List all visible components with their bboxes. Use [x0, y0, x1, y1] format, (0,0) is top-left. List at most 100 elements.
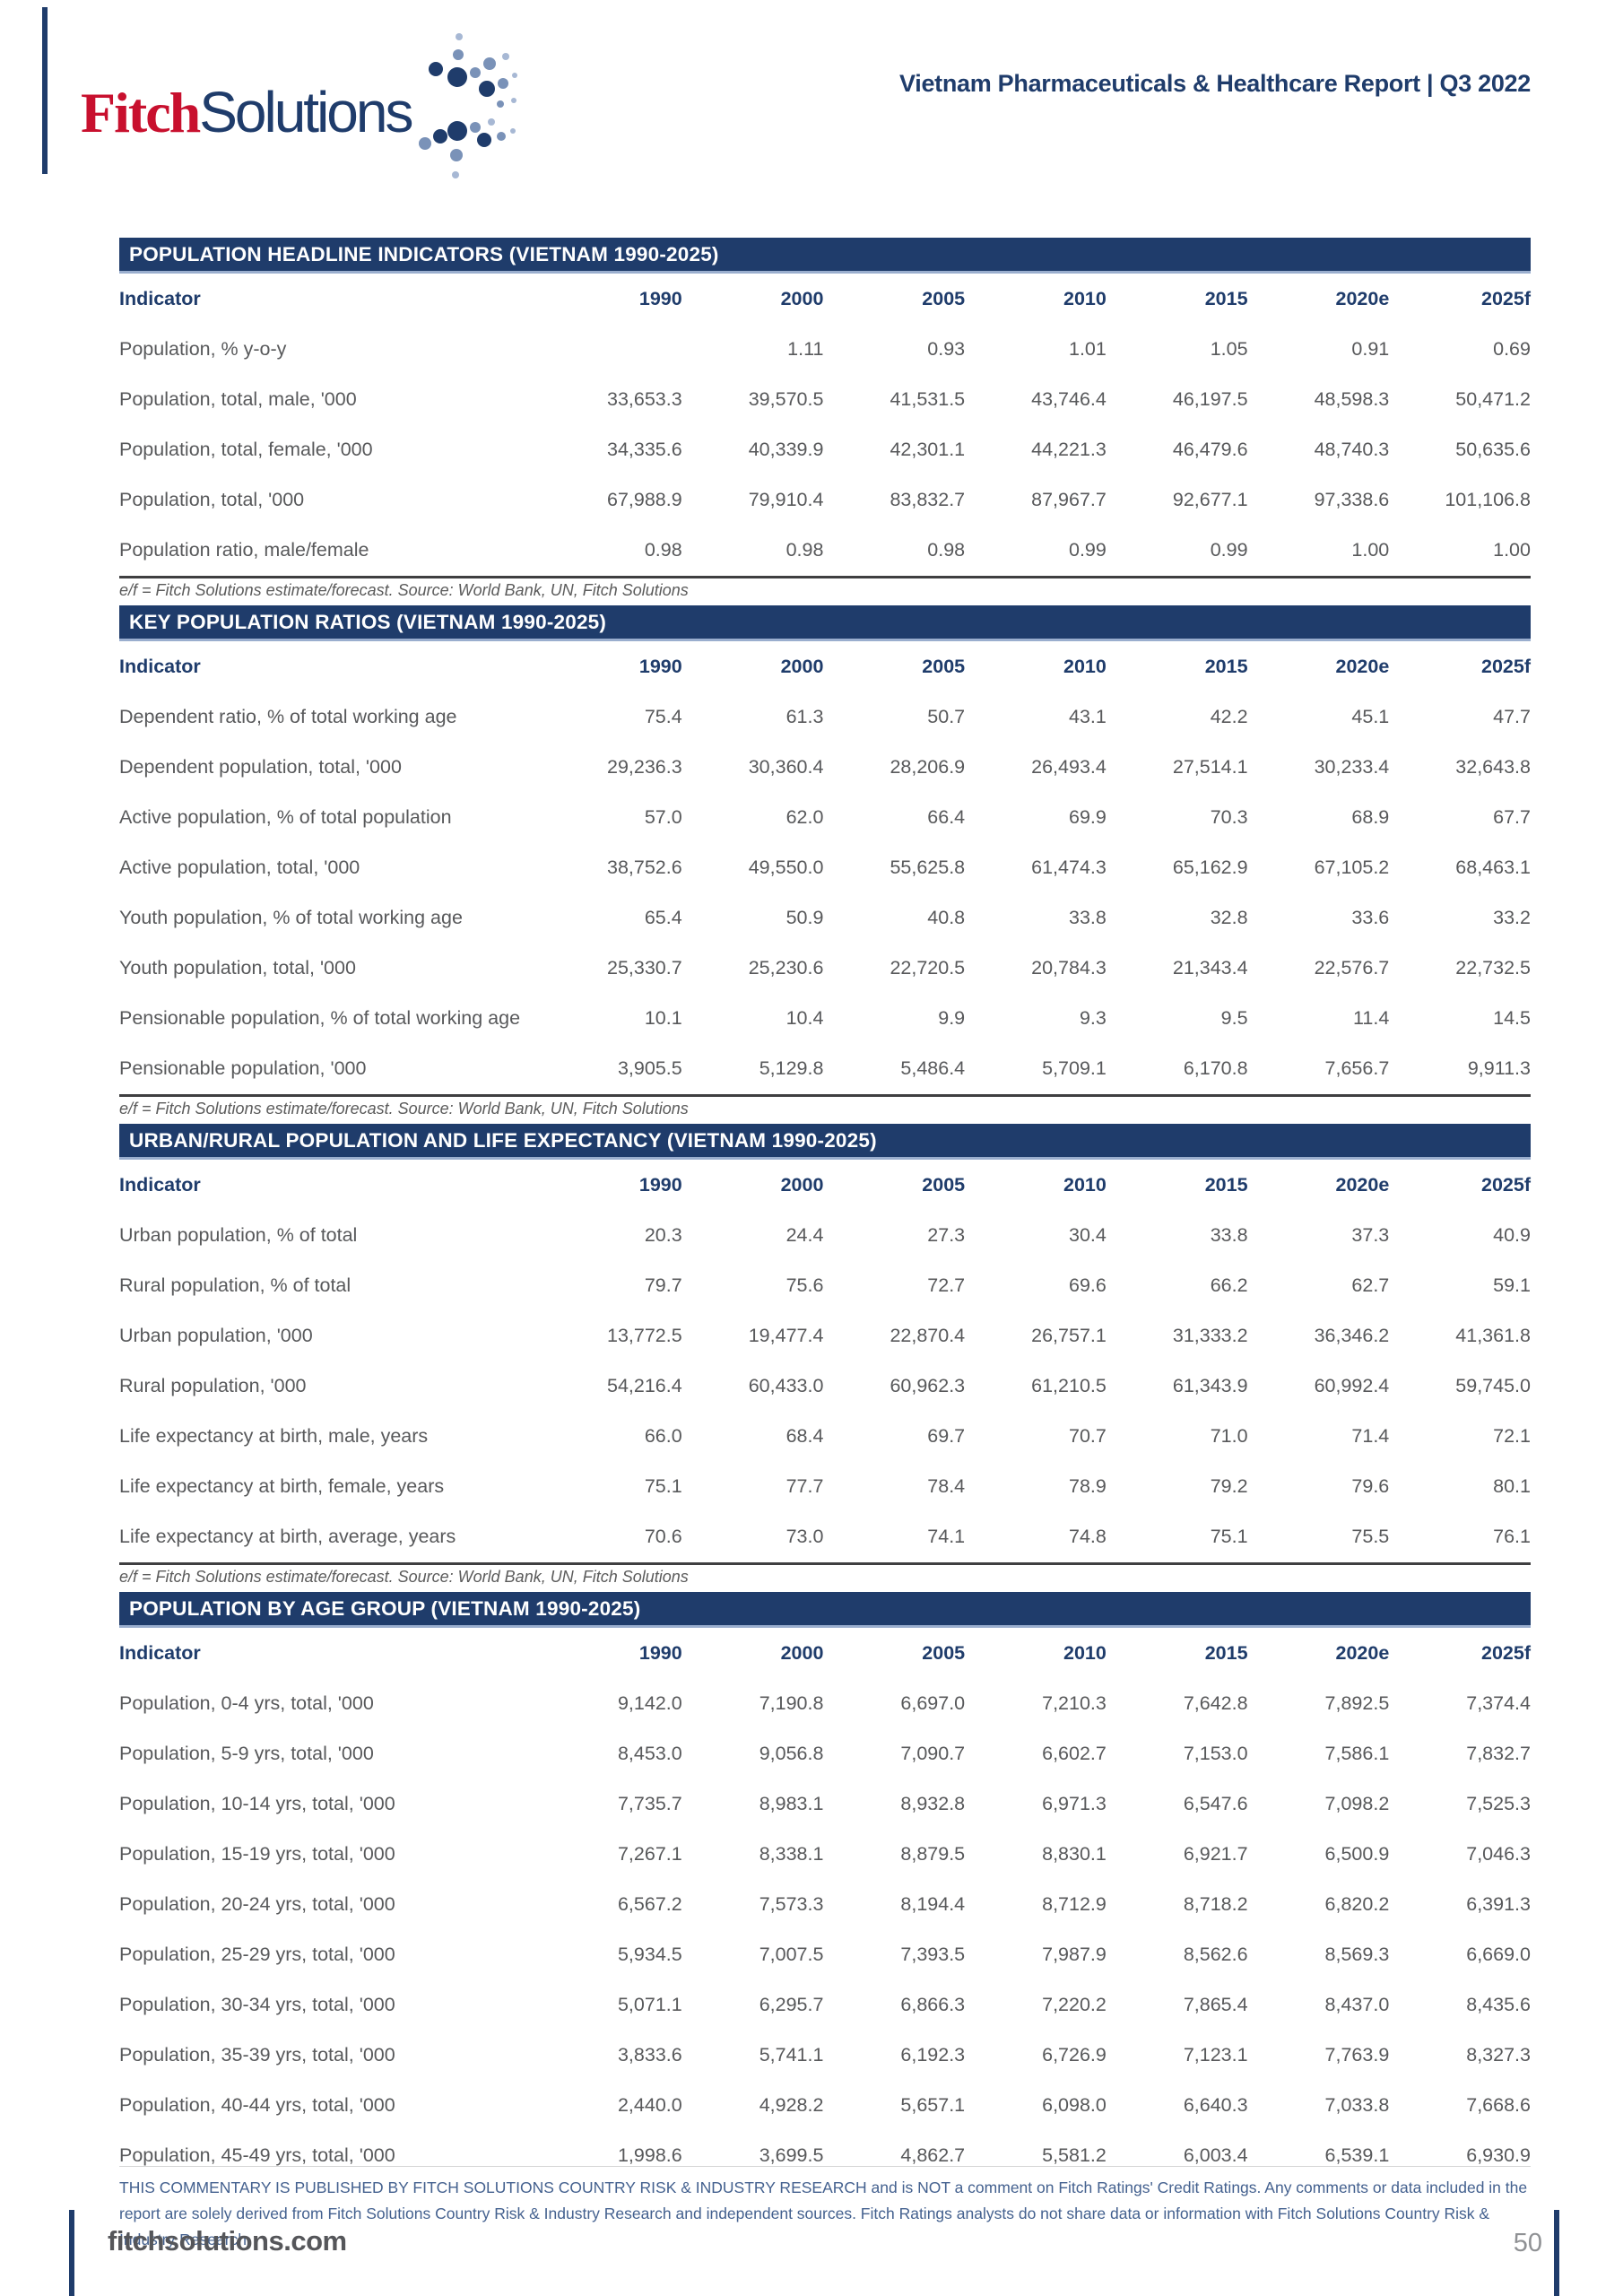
row-value: 0.98: [927, 538, 966, 561]
row-label: Population, 30-34 yrs, total, '000: [119, 1993, 395, 2015]
row-value: 7,892.5: [1324, 1692, 1390, 1714]
row-value: 0.99: [1210, 538, 1248, 561]
column-header: Indicator: [119, 1641, 201, 1664]
column-header: 2010: [1063, 1173, 1107, 1196]
row-value: 8,932.8: [900, 1792, 966, 1814]
row-value: 9,911.3: [1467, 1057, 1531, 1079]
page-footer: THIS COMMENTARY IS PUBLISHED BY FITCH SO…: [0, 2166, 1623, 2296]
row-value: 33.8: [1210, 1223, 1248, 1246]
row-value: 7,668.6: [1466, 2093, 1531, 2116]
row-label: Life expectancy at birth, male, years: [119, 1424, 429, 1447]
row-value: 2,440.0: [617, 2093, 682, 2116]
table-title-bar: URBAN/RURAL POPULATION AND LIFE EXPECTAN…: [119, 1124, 1531, 1160]
row-value: 29,236.3: [607, 755, 682, 778]
column-header: 2020e: [1335, 655, 1390, 677]
row-value: 42,301.1: [890, 438, 966, 460]
row-value: 22,732.5: [1455, 956, 1531, 978]
row-value: 7,374.4: [1466, 1692, 1531, 1714]
table-row: Urban population, % of total 20.3 24.4 27.3…: [119, 1210, 1531, 1260]
table-row: Rural population, % of total 79.7 75.6 72.7…: [119, 1260, 1531, 1310]
row-value: 69.6: [1068, 1274, 1107, 1296]
row-value: 32.8: [1210, 906, 1248, 928]
table-row: Population, 5-9 yrs, total, '000 8,453.0 9…: [119, 1728, 1531, 1779]
table-row: Active population, total, '000 38,752.6 49…: [119, 842, 1531, 892]
column-header: 1990: [638, 287, 682, 309]
table-row: Population, 20-24 yrs, total, '000 6,567.…: [119, 1879, 1531, 1929]
row-value: 68,463.1: [1455, 856, 1531, 878]
row-value: 5,071.1: [617, 1993, 682, 2015]
logo-solutions-text: Solutions: [199, 79, 413, 144]
row-label: Dependent ratio, % of total working age: [119, 705, 457, 727]
row-value: 7,046.3: [1466, 1842, 1531, 1865]
row-label: Active population, % of total population: [119, 805, 452, 828]
table-row: Dependent population, total, '000 29,236.…: [119, 742, 1531, 792]
row-value: 65,162.9: [1172, 856, 1248, 878]
row-value: 72.7: [927, 1274, 966, 1296]
row-value: 6,391.3: [1466, 1892, 1531, 1915]
row-label: Urban population, '000: [119, 1324, 313, 1346]
table-row: Life expectancy at birth, male, years 66.…: [119, 1411, 1531, 1461]
row-value: 7,220.2: [1042, 1993, 1107, 2015]
table-header-row: Indicator 1990 2000 2005 2010 2015 2020e…: [119, 641, 1531, 691]
row-label: Life expectancy at birth, average, years: [119, 1525, 456, 1547]
column-header: 2020e: [1335, 1173, 1390, 1196]
report-title: Vietnam Pharmaceuticals & Healthcare Rep…: [899, 70, 1531, 97]
row-value: 43,746.4: [1031, 387, 1107, 410]
row-value: 37.3: [1351, 1223, 1390, 1246]
row-value: 9,056.8: [759, 1742, 824, 1764]
row-value: 22,720.5: [890, 956, 966, 978]
row-value: 68.9: [1351, 805, 1390, 828]
column-header: 1990: [638, 1173, 682, 1196]
row-value: 6,640.3: [1183, 2093, 1248, 2116]
column-header: 2005: [922, 655, 966, 677]
row-label: Population, total, female, '000: [119, 438, 373, 460]
row-label: Population, % y-o-y: [119, 337, 287, 360]
row-value: 7,210.3: [1042, 1692, 1107, 1714]
row-value: 0.69: [1493, 337, 1531, 360]
row-value: 79,910.4: [748, 488, 824, 510]
table-row: Population, 40-44 yrs, total, '000 2,440.…: [119, 2080, 1531, 2130]
row-label: Population, 40-44 yrs, total, '000: [119, 2093, 395, 2116]
table-row: Pensionable population, % of total worki…: [119, 993, 1531, 1043]
row-value: 20,784.3: [1031, 956, 1107, 978]
row-value: 11.4: [1353, 1006, 1390, 1029]
row-value: 60,992.4: [1314, 1374, 1390, 1396]
table-title-bar: POPULATION BY AGE GROUP (VIETNAM 1990-20…: [119, 1592, 1531, 1628]
row-value: 83,832.7: [890, 488, 966, 510]
table-row: Life expectancy at birth, average, years…: [119, 1511, 1531, 1561]
column-header: 1990: [638, 655, 682, 677]
row-value: 101,106.8: [1445, 488, 1531, 510]
row-value: 1,998.6: [617, 2144, 682, 2166]
row-value: 1.11: [787, 337, 824, 360]
row-value: 7,573.3: [759, 1892, 824, 1915]
row-value: 7,832.7: [1466, 1742, 1531, 1764]
row-value: 8,830.1: [1042, 1842, 1107, 1865]
table-row: Population ratio, male/female 0.98 0.98 0.9…: [119, 525, 1531, 575]
row-value: 27,514.1: [1172, 755, 1248, 778]
row-label: Urban population, % of total: [119, 1223, 358, 1246]
row-value: 7,763.9: [1324, 2043, 1390, 2066]
row-value: 9.9: [938, 1006, 966, 1029]
row-label: Pensionable population, % of total worki…: [119, 1006, 521, 1029]
row-value: 7,865.4: [1183, 1993, 1248, 2015]
row-value: 0.98: [644, 538, 682, 561]
row-value: 22,576.7: [1314, 956, 1390, 978]
row-value: 40.9: [1493, 1223, 1531, 1246]
table-row: Youth population, % of total working age…: [119, 892, 1531, 943]
row-value: 8,327.3: [1466, 2043, 1531, 2066]
row-value: 67.7: [1493, 805, 1531, 828]
table-title-bar: KEY POPULATION RATIOS (VIETNAM 1990-2025…: [119, 605, 1531, 641]
row-value: 7,190.8: [759, 1692, 824, 1714]
row-value: 69.9: [1068, 805, 1107, 828]
row-value: 60,962.3: [890, 1374, 966, 1396]
urban-rural-life-expectancy-table: URBAN/RURAL POPULATION AND LIFE EXPECTAN…: [119, 1124, 1531, 1592]
row-label: Population, 20-24 yrs, total, '000: [119, 1892, 395, 1915]
row-label: Rural population, '000: [119, 1374, 307, 1396]
row-value: 62.7: [1351, 1274, 1390, 1296]
row-value: 68.4: [785, 1424, 824, 1447]
row-value: 7,525.3: [1466, 1792, 1531, 1814]
disclaimer-text: THIS COMMENTARY IS PUBLISHED BY FITCH SO…: [119, 2179, 1528, 2248]
row-value: 59,745.0: [1455, 1374, 1531, 1396]
logo-fitch-text: Fitch: [81, 80, 201, 144]
row-value: 75.5: [1351, 1525, 1390, 1547]
